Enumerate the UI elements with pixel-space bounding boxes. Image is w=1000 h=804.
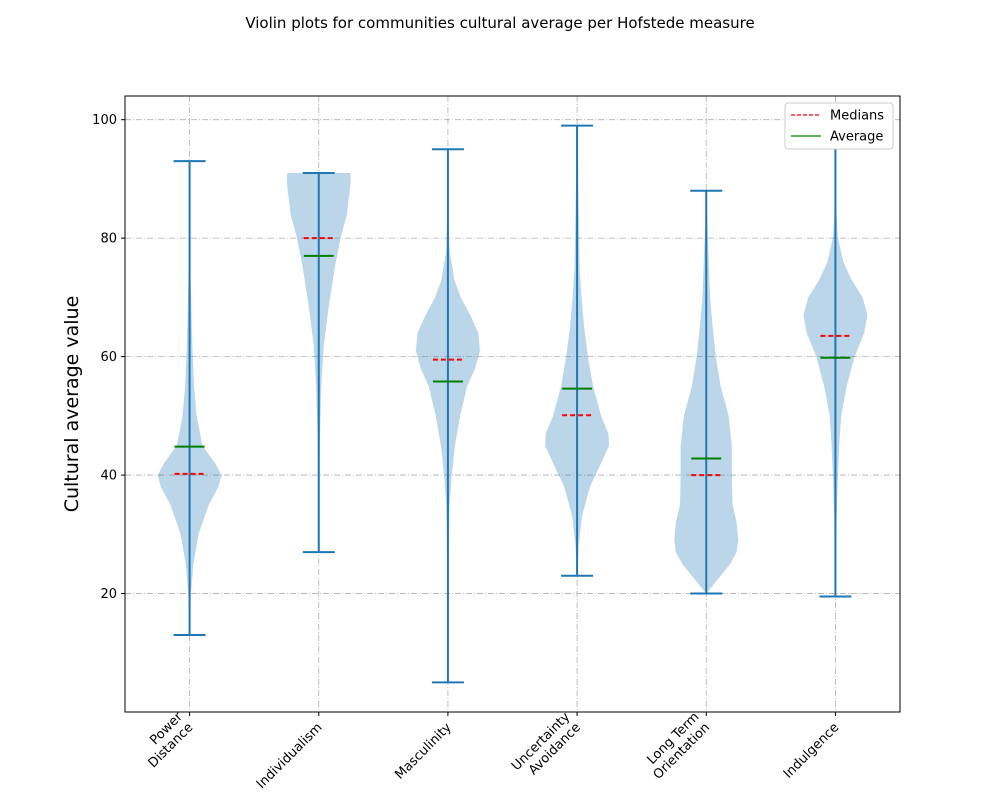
x-tick-label: Long TermOrientation xyxy=(640,710,713,783)
grid-layer xyxy=(125,96,900,712)
x-tick-label: Indulgence xyxy=(781,720,842,781)
y-tick-label: 80 xyxy=(100,232,117,247)
y-tick-label: 20 xyxy=(100,587,117,602)
plot-frame xyxy=(124,95,901,713)
stat-layer xyxy=(173,118,852,684)
y-tick-label: 60 xyxy=(100,350,117,365)
x-tick-label-line: Indulgence xyxy=(781,720,842,781)
x-tick-label: Masculinity xyxy=(392,720,455,783)
legend: Medians Average xyxy=(784,102,894,150)
legend-average-label: Average xyxy=(830,130,883,145)
y-axis-label: Cultural average value xyxy=(61,296,83,513)
x-tick-label: PowerDistance xyxy=(135,709,197,771)
x-tick-label-line: Masculinity xyxy=(392,720,455,783)
violin-layer xyxy=(157,119,868,683)
x-tick-label: Individualism xyxy=(254,720,326,792)
x-tick-label-line: Individualism xyxy=(254,720,326,792)
x-tick-label: UncertaintyAvoidance xyxy=(509,709,584,784)
y-tick-label: 100 xyxy=(92,113,117,128)
chart-title: Violin plots for communities cultural av… xyxy=(245,14,754,32)
y-tick-label: 40 xyxy=(100,469,117,484)
legend-median-label: Medians xyxy=(830,109,884,124)
